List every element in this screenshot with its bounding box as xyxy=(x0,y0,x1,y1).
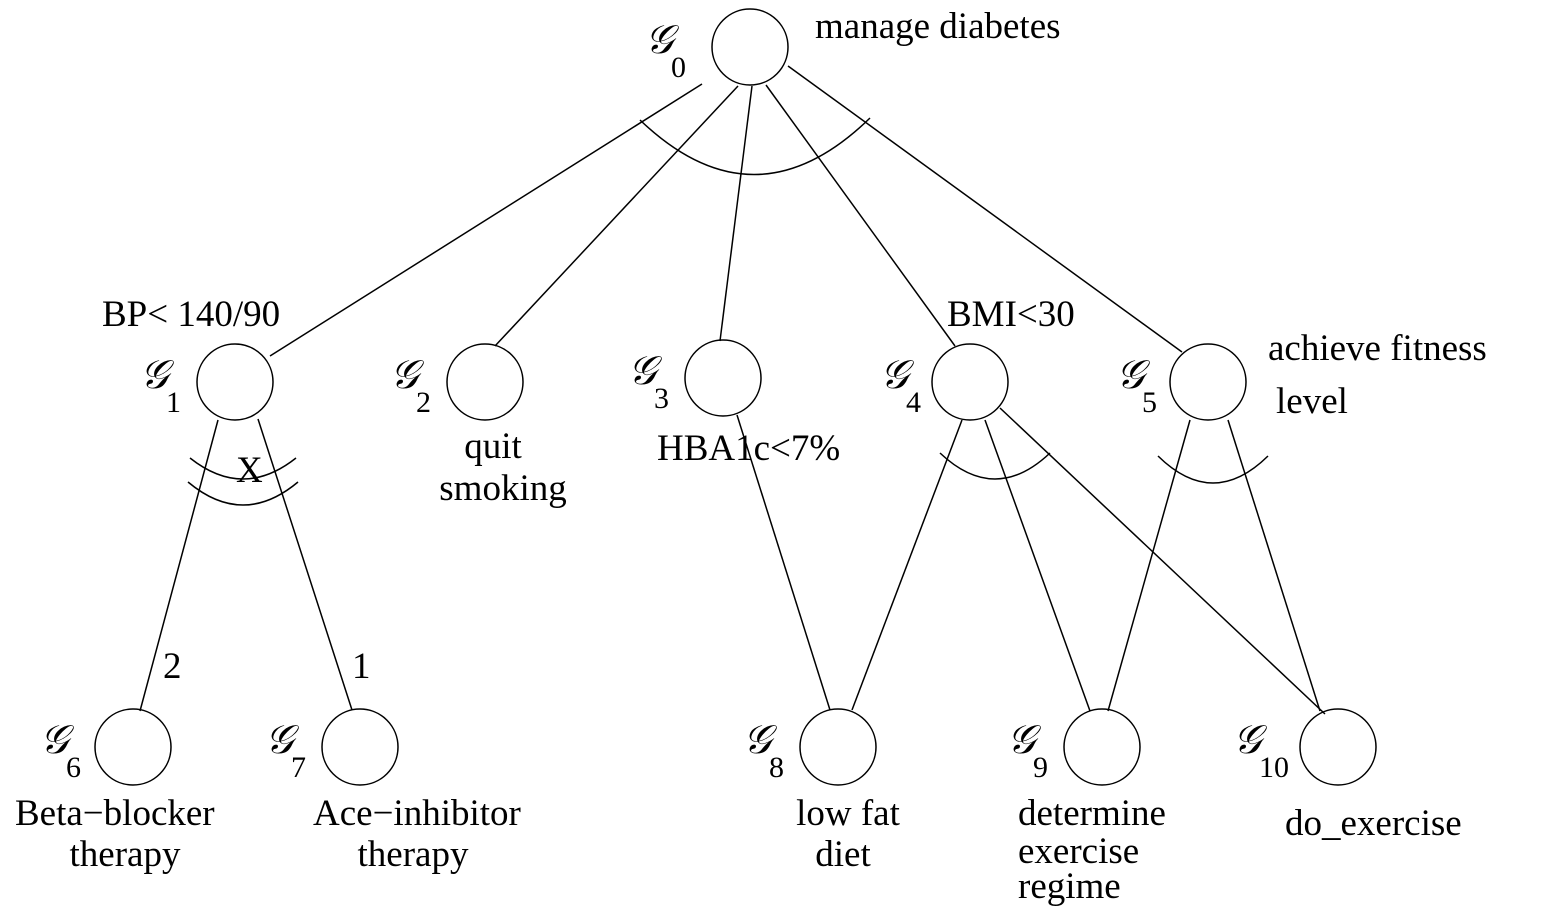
goal-index: 4 xyxy=(906,386,921,419)
goal-label: manage diabetes xyxy=(815,6,1061,47)
edge xyxy=(1227,419,1321,712)
goal-index: 5 xyxy=(1142,386,1157,419)
goal-node xyxy=(711,8,789,86)
xor-arc xyxy=(189,457,297,480)
goal-label: determine xyxy=(1018,793,1166,834)
goal-node xyxy=(94,708,172,786)
goal-label: therapy xyxy=(358,834,469,875)
goal-label: do_exercise xyxy=(1285,803,1462,844)
edge xyxy=(269,83,703,357)
goal-node xyxy=(931,343,1009,421)
goal-label: quit xyxy=(464,426,522,467)
goal-index: 10 xyxy=(1259,751,1289,784)
goal-node xyxy=(1299,708,1377,786)
goal-label: exercise xyxy=(1018,831,1139,872)
edge xyxy=(984,419,1091,712)
xor-label: X xyxy=(236,450,263,491)
goal-label: regime xyxy=(1018,866,1121,907)
edge xyxy=(719,85,753,342)
priority-label: 1 xyxy=(352,646,371,687)
goal-label: diet xyxy=(815,834,871,875)
goal-node xyxy=(321,708,399,786)
goal-label: BP< 140/90 xyxy=(102,294,280,335)
goal-label: therapy xyxy=(70,834,181,875)
goal-index: 9 xyxy=(1033,751,1048,784)
edge xyxy=(999,407,1326,715)
goal-node xyxy=(799,708,877,786)
goal-label: low fat xyxy=(796,793,900,834)
goal-label: HBA1c<7% xyxy=(657,428,840,469)
goal-node xyxy=(1063,708,1141,786)
goal-index: 6 xyxy=(66,751,81,784)
goal-index: 0 xyxy=(671,51,686,84)
goal-label: Beta−blocker xyxy=(15,793,215,834)
goal-label: Ace−inhibitor xyxy=(313,793,521,834)
goal-label: smoking xyxy=(439,468,566,509)
edge xyxy=(851,419,963,711)
edge xyxy=(787,65,1183,353)
edge xyxy=(1107,419,1191,712)
goal-node xyxy=(446,343,524,421)
edge xyxy=(494,85,739,347)
edge xyxy=(736,414,831,711)
goal-index: 8 xyxy=(769,751,784,784)
and-arcs xyxy=(187,117,1269,506)
goal-node xyxy=(1169,343,1247,421)
goal-index: 3 xyxy=(654,382,669,415)
goal-index: 1 xyxy=(166,386,181,419)
and-arc xyxy=(939,452,1051,480)
edge xyxy=(765,84,956,347)
and-arc xyxy=(639,117,871,176)
goal-node xyxy=(684,339,762,417)
goal-label: achieve fitness xyxy=(1268,328,1487,369)
goal-index: 7 xyxy=(291,751,306,784)
goal-node xyxy=(196,343,274,421)
goal-label: level xyxy=(1276,381,1348,422)
goal-index: 2 xyxy=(416,386,431,419)
edge xyxy=(257,418,353,711)
goal-label: BMI<30 xyxy=(947,294,1075,335)
and-arc xyxy=(1157,455,1269,484)
priority-label: 2 xyxy=(163,646,182,687)
xor-arc xyxy=(187,481,299,506)
